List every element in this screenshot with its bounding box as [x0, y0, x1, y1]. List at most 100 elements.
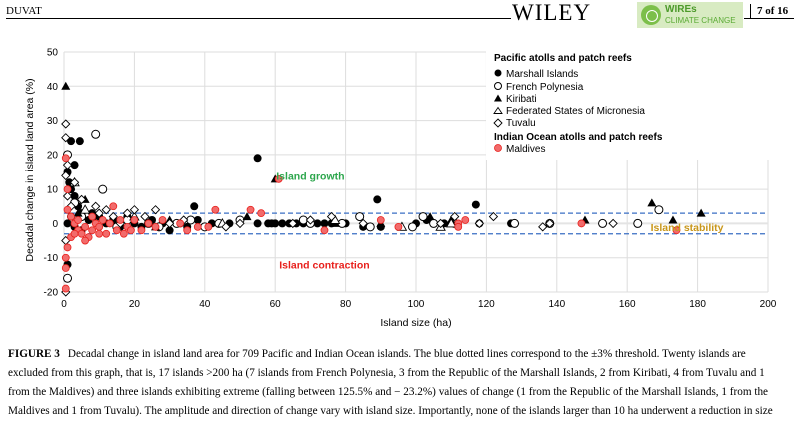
point-french-polynesia — [98, 184, 108, 194]
point-tuvalu — [288, 218, 298, 229]
point-tuvalu — [488, 211, 499, 222]
point-maldives — [77, 229, 86, 238]
y-tick-label: 40 — [47, 82, 59, 93]
point-maldives — [320, 226, 329, 235]
x-axis-label: Island size (ha) — [380, 317, 451, 329]
x-tick-label: 80 — [340, 299, 352, 310]
point-maldives — [246, 205, 255, 214]
point-maldives — [461, 216, 470, 224]
journal-subtitle: CLIMATE CHANGE — [665, 16, 736, 25]
point-tuvalu — [101, 205, 111, 215]
point-tuvalu — [76, 194, 87, 205]
y-tick-label: 10 — [47, 185, 59, 196]
point-maldives — [81, 236, 90, 245]
point-marshall-islands — [320, 219, 329, 228]
point-maldives — [274, 174, 283, 183]
point-maldives — [211, 205, 220, 214]
point-kiribati — [696, 208, 706, 217]
point-maldives — [130, 216, 139, 224]
point-maldives — [454, 222, 463, 231]
point-tuvalu — [129, 205, 140, 215]
point-maldives — [158, 216, 167, 224]
point-maldives — [183, 226, 192, 235]
legend-marker-filled-triangle — [494, 94, 502, 102]
point-tuvalu — [108, 211, 118, 222]
y-tick-label: 20 — [47, 150, 59, 161]
point-maldives — [61, 253, 70, 262]
point-french-polynesia — [91, 129, 101, 139]
point-french-polynesia — [418, 212, 428, 222]
point-tuvalu — [474, 218, 484, 229]
point-maldives — [70, 229, 79, 238]
legend-label: Marshall Islands — [506, 69, 578, 80]
figure-label: FIGURE 3 — [8, 348, 60, 360]
point-maldives — [376, 216, 385, 224]
point-tuvalu — [538, 222, 548, 232]
legend-marker-filled-circle — [494, 69, 502, 77]
point-tuvalu — [61, 133, 71, 143]
point-tuvalu — [150, 205, 161, 215]
x-tick-label: 40 — [199, 299, 211, 310]
point-marshall-islands — [63, 219, 72, 228]
series-maldives — [61, 154, 681, 293]
header-rule-right — [744, 18, 794, 19]
point-maldives — [95, 222, 104, 231]
legend-marker-red-circle — [494, 144, 502, 152]
point-micronesia — [79, 204, 91, 214]
point-kiribati — [647, 198, 657, 207]
point-marshall-islands — [165, 226, 174, 235]
point-tuvalu — [436, 218, 446, 229]
point-tuvalu — [545, 218, 555, 229]
point-french-polynesia — [598, 218, 608, 228]
publisher-logo: WILEY — [512, 0, 592, 25]
point-tuvalu — [608, 218, 618, 229]
point-tuvalu — [91, 201, 101, 211]
point-maldives — [116, 216, 125, 224]
point-maldives — [672, 226, 681, 235]
point-tuvalu — [326, 211, 337, 222]
point-kiribati — [73, 208, 83, 217]
point-french-polynesia — [654, 205, 664, 215]
point-maldives — [105, 219, 114, 228]
legend-label: Maldives — [506, 144, 545, 155]
point-maldives — [88, 212, 97, 221]
legend-label: Kiribati — [506, 94, 537, 105]
point-marshall-islands — [190, 202, 199, 211]
legend-marker-open-triangle — [493, 106, 503, 114]
threshold-lines — [64, 212, 768, 235]
wires-logo-icon — [641, 5, 661, 25]
point-french-polynesia — [407, 222, 417, 232]
annotation-island-contraction: Island contraction — [279, 260, 369, 272]
annotation-island-growth: Island growth — [276, 170, 344, 182]
legend-heading-pacific: Pacific atolls and patch reefs — [494, 53, 632, 64]
point-marshall-islands — [70, 192, 79, 200]
point-tuvalu — [61, 170, 71, 181]
point-kiribati — [425, 212, 435, 221]
point-maldives — [61, 264, 70, 272]
point-maldives — [144, 219, 153, 228]
point-french-polynesia — [510, 218, 520, 228]
point-tuvalu — [305, 215, 316, 225]
point-tuvalu — [62, 160, 73, 170]
y-tick-label: 0 — [52, 219, 58, 230]
point-french-polynesia — [633, 218, 643, 228]
point-maldives — [61, 284, 70, 293]
annotation-island-stability: Island stability — [651, 222, 724, 234]
point-kiribati — [242, 212, 252, 221]
x-tick-label: 20 — [129, 299, 141, 310]
point-maldives — [577, 219, 586, 228]
point-maldives — [67, 212, 75, 221]
point-marshall-islands — [253, 154, 262, 163]
point-french-polynesia — [365, 222, 375, 232]
y-tick-label: -10 — [44, 253, 59, 264]
point-marshall-islands — [70, 161, 79, 170]
point-marshall-islands — [313, 219, 322, 228]
legend-marker-open-diamond — [493, 118, 503, 128]
point-tuvalu — [62, 191, 73, 201]
y-tick-label: -20 — [44, 288, 59, 299]
running-head-author: DUVAT — [6, 5, 42, 17]
x-tick-label: 60 — [270, 299, 282, 310]
point-french-polynesia — [355, 212, 365, 222]
point-marshall-islands — [75, 137, 84, 146]
point-marshall-islands — [193, 216, 202, 224]
